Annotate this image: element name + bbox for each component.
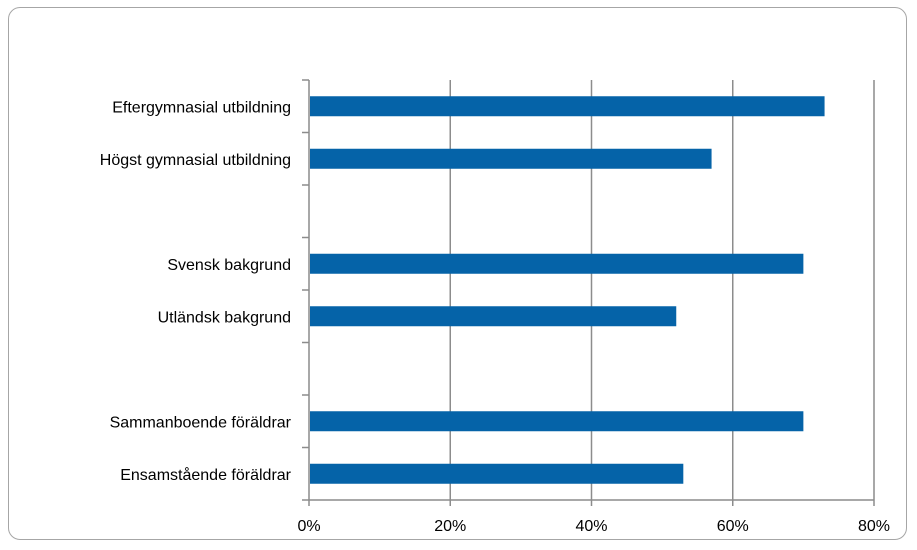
- x-tick-label: 60%: [717, 518, 749, 535]
- gridlines: [449, 80, 875, 500]
- x-tick-label: 0%: [297, 518, 320, 535]
- category-label: Svensk bakgrund: [167, 257, 291, 274]
- category-label: Sammanboende föräldrar: [110, 414, 292, 431]
- bar: [310, 96, 825, 117]
- category-label: Ensamstående föräldrar: [120, 466, 291, 484]
- x-tick-label: 40%: [575, 518, 607, 535]
- bar: [310, 253, 804, 274]
- bars: [310, 96, 825, 484]
- x-tick-label: 80%: [858, 518, 890, 535]
- category-label: Utländsk bakgrund: [158, 309, 291, 326]
- bar: [310, 148, 712, 169]
- bar: [310, 411, 804, 432]
- bar: [310, 306, 677, 327]
- x-tick-label: 20%: [434, 518, 466, 535]
- category-label: Eftergymnasial utbildning: [112, 99, 291, 116]
- category-label: Högst gymnasial utbildning: [100, 152, 291, 169]
- axes: [302, 79, 875, 506]
- x-tick-labels: 0% 20% 40% 60% 80%: [297, 518, 890, 535]
- bar: [310, 463, 684, 484]
- category-labels: Eftergymnasial utbildning Högst gymnasial…: [100, 99, 292, 484]
